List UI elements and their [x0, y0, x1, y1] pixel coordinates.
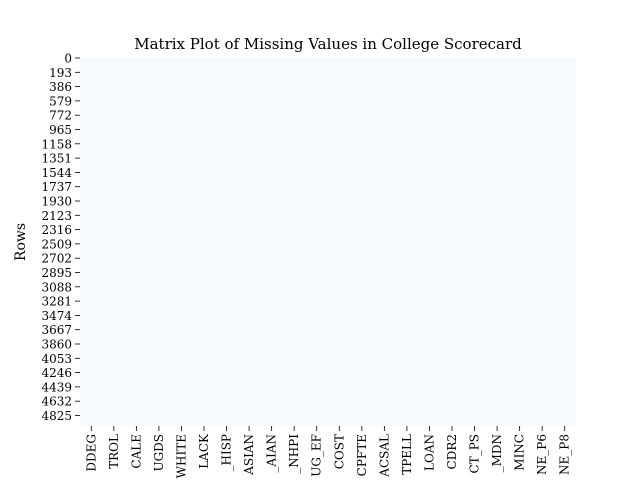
y-tick-label: 2316 — [41, 223, 72, 237]
y-tick-label: 0 — [64, 52, 72, 66]
x-tick-label: ACSAL — [377, 434, 391, 478]
y-tick-label: 2702 — [41, 252, 72, 266]
x-tick-label: MINC — [513, 434, 527, 471]
x-tick-label: CT_PS — [468, 434, 482, 473]
y-tick-label: 1351 — [41, 152, 72, 166]
y-tick-label: 4439 — [41, 380, 72, 394]
x-tick-label: _HISP — [220, 434, 234, 472]
y-tick-label: 3281 — [41, 295, 72, 309]
y-tick-label: 2123 — [41, 209, 72, 223]
y-tick-label: 4825 — [41, 409, 72, 423]
x-tick-label: CALE — [129, 434, 143, 469]
x-tick-label: UGDS — [152, 434, 166, 472]
y-tick-label: 4053 — [41, 352, 72, 366]
y-axis: 0193386579772965115813511544173719302123… — [41, 52, 80, 423]
x-tick-label: LOAN — [422, 434, 436, 471]
y-tick-label: 1544 — [41, 166, 72, 180]
x-tick-label: _NHPI — [287, 434, 301, 474]
x-tick-label: WHITE — [174, 434, 188, 478]
y-tick-label: 386 — [49, 80, 72, 94]
y-tick-label: 3860 — [41, 338, 72, 352]
x-tick-label: TROL — [107, 434, 121, 469]
x-axis: DDEG TROL CALE UGDS WHITE LACK _HISP ASIAN _AIAN… — [84, 426, 572, 478]
y-tick-label: 3088 — [41, 280, 72, 294]
x-tick-label: TPELL — [400, 434, 414, 475]
y-tick-label: 4246 — [41, 366, 72, 380]
y-tick-label: 2895 — [41, 266, 72, 280]
y-tick-label: 4632 — [41, 395, 72, 409]
y-tick-label: 1158 — [41, 137, 72, 151]
y-tick-label: 3474 — [41, 309, 72, 323]
y-tick-label: 2509 — [41, 237, 72, 251]
x-tick-label: LACK — [197, 433, 211, 469]
heatmap-area — [80, 58, 576, 426]
y-tick-label: 579 — [49, 94, 72, 108]
x-tick-label: COST — [332, 434, 346, 469]
x-tick-label: NE_P6 — [535, 434, 549, 475]
y-tick-label: 965 — [49, 123, 72, 137]
y-tick-label: 3667 — [41, 323, 72, 337]
x-tick-label: _AIAN — [265, 434, 279, 473]
x-tick-label: DDEG — [84, 434, 98, 472]
x-tick-label: CDR2 — [445, 434, 459, 469]
y-tick-label: 193 — [49, 66, 72, 80]
y-tick-label: 772 — [49, 109, 72, 123]
chart-title: Matrix Plot of Missing Values in College… — [134, 35, 522, 53]
y-axis-label: Rows — [13, 223, 29, 261]
x-tick-label: CPFTE — [355, 434, 369, 476]
x-tick-label: NE_P8 — [558, 434, 572, 475]
x-tick-label: UG_EF — [310, 434, 324, 477]
y-tick-label: 1737 — [41, 180, 72, 194]
x-tick-label: ASIAN — [242, 434, 256, 476]
x-tick-label: _MDN — [490, 434, 504, 472]
y-tick-label: 1930 — [41, 195, 72, 209]
